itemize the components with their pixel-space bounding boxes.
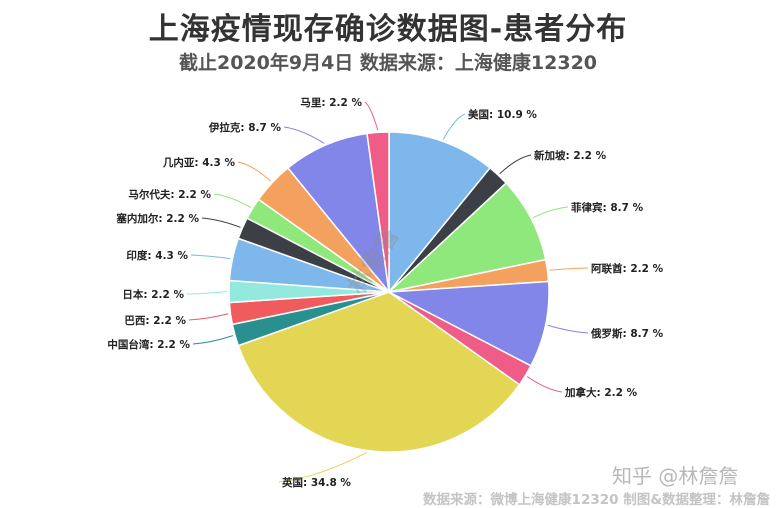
slice-label-几内亚: 几内亚: 4.3 % (163, 156, 236, 169)
connector-阿联酋 (549, 267, 589, 271)
connector-马里 (364, 101, 379, 131)
connector-日本 (186, 290, 228, 295)
slice-马里 (366, 131, 390, 293)
slice-label-印度: 印度: 4.3 % (126, 249, 188, 262)
chart-title: 上海疫情现存确诊数据图-患者分布 (148, 12, 628, 47)
slice-俄罗斯 (386, 280, 550, 367)
slice-label-加拿大: 加拿大: 2.2 % (564, 386, 638, 399)
connector-菲律宾 (532, 206, 569, 219)
slice-label-俄罗斯: 俄罗斯: 8.7 % (590, 327, 664, 340)
slice-label-马尔代夫: 马尔代夫: 2.2 % (128, 188, 211, 201)
slice-label-伊拉克: 伊拉克: 8.7 % (208, 121, 282, 134)
slice-菲律宾 (386, 181, 547, 294)
slice-label-日本: 日本: 2.2 % (122, 288, 184, 301)
chart-subtitle: 截止2020年9月4日 数据来源：上海健康12320 (178, 52, 598, 74)
connector-巴西 (188, 313, 229, 321)
slice-伊拉克 (286, 132, 391, 295)
slice-label-新加坡: 新加坡: 2.2 % (534, 149, 607, 162)
connector-印度 (190, 254, 231, 260)
source-note: 数据来源：微博上海健康12320 制图&数据整理：林詹詹 (423, 492, 770, 508)
connector-英国 (278, 452, 367, 483)
slice-label-英国: 英国: 34.8 % (281, 476, 351, 489)
slice-label-巴西: 巴西: 2.2 % (124, 315, 186, 327)
slice-英国 (237, 291, 521, 453)
connector-中国台湾 (192, 335, 234, 345)
slice-label-塞内加尔: 塞内加尔: 2.2 % (115, 212, 199, 225)
slice-label-中国台湾: 中国台湾: 2.2 % (107, 338, 190, 351)
connector-几内亚 (237, 161, 272, 182)
connector-伊拉克 (283, 126, 325, 144)
connector-马尔代夫 (213, 193, 252, 208)
slice-label-菲律宾: 菲律宾: 8.7 % (571, 201, 644, 214)
connector-美国 (442, 113, 466, 140)
slice-label-美国: 美国: 10.9 % (468, 108, 537, 121)
connector-新加坡 (499, 154, 532, 175)
slice-美国 (388, 131, 492, 295)
zhihu-watermark: 知乎 @林詹詹 (612, 464, 739, 488)
connector-俄罗斯 (547, 324, 589, 334)
connector-加拿大 (526, 376, 563, 393)
slice-label-阿联酋: 阿联酋: 2.2 % (591, 262, 664, 275)
slice-label-马里: 马里: 2.2 % (300, 97, 362, 109)
connector-塞内加尔 (201, 217, 241, 228)
